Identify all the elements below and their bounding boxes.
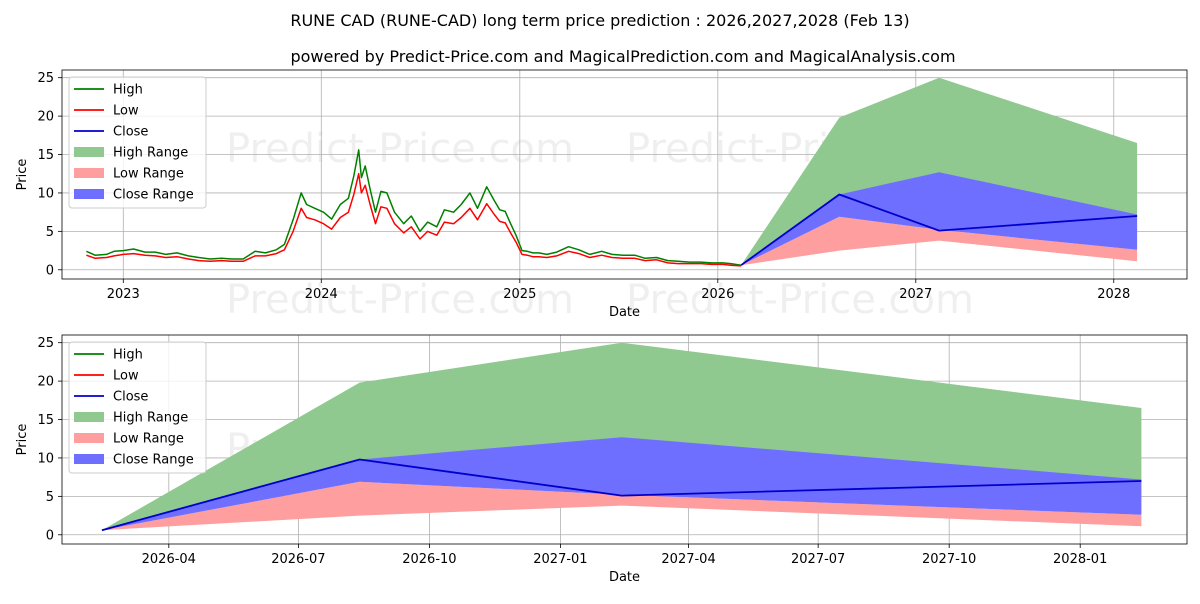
top-ytick-label: 5 — [46, 225, 54, 240]
top-axes-frame — [61, 69, 1188, 280]
bottom-legend-label: High Range — [113, 411, 188, 426]
bottom-xtick-label: 2027-10 — [922, 552, 976, 567]
bottom-legend-label: Close Range — [113, 453, 194, 468]
top-legend-label: Low — [113, 104, 139, 119]
top-ytick-label: 15 — [37, 148, 54, 163]
top-xtick-label: 2027 — [899, 287, 932, 302]
top-legend-swatch — [74, 168, 104, 178]
bottom-panel: Predict-Price.com05101520252026-042026-0… — [15, 334, 1188, 585]
top-xtick-label: 2025 — [503, 287, 536, 302]
top-xtick-label: 2026 — [701, 287, 734, 302]
top-ytick-label: 20 — [37, 110, 54, 125]
top-x-axis-label: Date — [609, 305, 640, 320]
top-legend-swatch — [74, 189, 104, 199]
top-legend-label: Close Range — [113, 188, 194, 203]
chart-title: RUNE CAD (RUNE-CAD) long term price pred… — [290, 11, 909, 30]
bottom-legend-label: Low Range — [113, 432, 184, 447]
bottom-xtick-label: 2027-07 — [791, 552, 845, 567]
bottom-ytick-label: 25 — [37, 336, 54, 351]
top-watermark: Predict-Price.com — [626, 277, 974, 323]
bottom-legend-label: High — [113, 348, 143, 363]
bottom-ytick-label: 5 — [46, 490, 54, 505]
bottom-xtick-label: 2026-07 — [271, 552, 325, 567]
top-panel: Predict-Price.com Predict-Price.com Predic… — [15, 69, 1188, 323]
top-xtick-label: 2024 — [305, 287, 338, 302]
top-legend-label: High Range — [113, 146, 188, 161]
top-xtick-label: 2023 — [107, 287, 140, 302]
bottom-ytick-label: 20 — [37, 375, 54, 390]
bottom-x-axis-label: Date — [609, 570, 640, 585]
bottom-y-axis-label: Price — [15, 424, 30, 456]
bottom-close-line — [101, 458, 1142, 532]
top-low-line — [86, 172, 742, 267]
top-close-line — [740, 193, 1138, 266]
top-low-range-area — [741, 216, 1138, 266]
top-ytick-label: 10 — [37, 186, 54, 201]
top-legend-label: Close — [113, 125, 148, 140]
chart-subtitle: powered by Predict-Price.com and Magical… — [290, 47, 955, 66]
top-legend-label: High — [113, 83, 143, 98]
bottom-ytick-label: 10 — [37, 451, 54, 466]
top-legend-label: Low Range — [113, 167, 184, 182]
top-legend-swatch — [74, 147, 104, 157]
bottom-low-range-area — [101, 481, 1142, 531]
bottom-legend-swatch — [74, 454, 104, 464]
bottom-xtick-label: 2028-01 — [1053, 552, 1107, 567]
top-ytick-label: 0 — [46, 263, 54, 278]
bottom-legend-swatch — [74, 412, 104, 422]
bottom-axes-frame — [61, 334, 1188, 545]
bottom-xtick-label: 2027-04 — [661, 552, 715, 567]
top-watermark: Predict-Price.com — [226, 277, 574, 323]
bottom-ytick-label: 0 — [46, 528, 54, 543]
bottom-xtick-label: 2026-10 — [402, 552, 456, 567]
bottom-xtick-label: 2026-04 — [142, 552, 196, 567]
top-watermark: Predict-Price.com — [226, 126, 574, 172]
top-xtick-label: 2028 — [1097, 287, 1130, 302]
bottom-xtick-label: 2027-01 — [533, 552, 587, 567]
bottom-legend-swatch — [74, 433, 104, 443]
bottom-legend-label: Close — [113, 390, 148, 405]
top-ytick-label: 25 — [37, 71, 54, 86]
top-high-line — [86, 149, 742, 266]
bottom-legend-label: Low — [113, 369, 139, 384]
top-y-axis-label: Price — [15, 159, 30, 191]
bottom-ytick-label: 15 — [37, 413, 54, 428]
